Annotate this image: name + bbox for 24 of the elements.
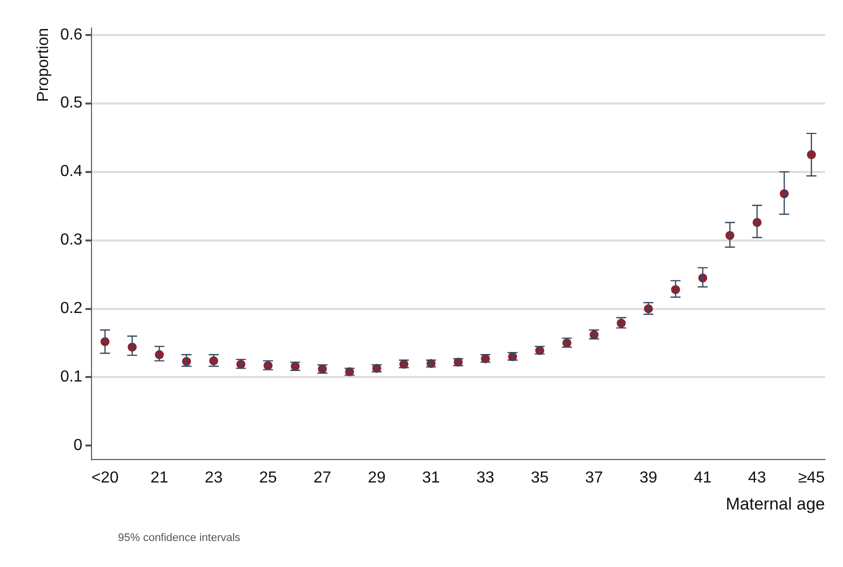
x-tick-label: 29 — [368, 469, 386, 486]
y-tick-label: 0 — [74, 437, 83, 454]
x-axis-title: Maternal age — [726, 494, 825, 514]
y-tick-label: 0.5 — [60, 94, 83, 112]
x-tick-label: 41 — [694, 469, 712, 486]
y-tick-label: 0.4 — [60, 163, 83, 180]
x-tick-label: 43 — [748, 469, 766, 486]
x-tick-label: ≥45 — [798, 469, 825, 486]
x-tick-label: 31 — [422, 469, 440, 486]
x-tick-label: 23 — [204, 469, 223, 486]
y-tick-label: 0.3 — [60, 232, 83, 249]
x-tick-label: 39 — [640, 469, 658, 486]
text: 95% confidence intervals — [118, 532, 240, 544]
x-tick-label: 21 — [150, 469, 168, 486]
y-axis-title: Proportion — [35, 28, 52, 102]
x-tick-label: 37 — [585, 469, 604, 486]
x-tick-label: 25 — [259, 469, 278, 486]
y-tick-label: 0.1 — [60, 368, 83, 386]
x-tick-label: <20 — [91, 469, 119, 486]
y-tick-label: 0.2 — [60, 300, 83, 318]
x-tick-label: 27 — [313, 469, 332, 486]
x-tick-label: 35 — [530, 469, 549, 486]
y-tick-label: 0.6 — [60, 26, 83, 44]
x-tick-label: 33 — [476, 469, 494, 486]
